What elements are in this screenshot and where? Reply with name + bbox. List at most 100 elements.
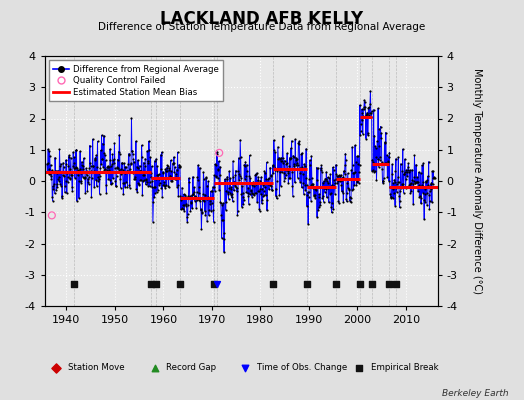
Point [233,185,241,192]
Point [401,169,409,175]
Point [162,182,170,188]
Point [105,177,114,183]
Point [396,188,405,194]
Point [427,180,435,186]
Point [222,187,230,194]
Point [66,166,74,172]
Point [337,172,345,178]
Point [201,212,210,218]
Point [296,170,304,177]
Point [309,185,318,191]
Point [381,129,390,136]
Point [236,173,244,180]
Point [204,212,213,218]
Point [53,184,62,190]
Point [101,152,109,158]
Point [273,168,281,174]
Point [429,181,437,187]
Point [332,171,341,178]
Point [79,166,88,172]
Point [169,160,178,167]
Point [338,176,346,183]
Point [364,104,373,111]
Point [230,178,238,185]
Point [213,151,221,157]
Point [168,176,176,182]
Point [283,150,291,156]
Point [260,188,268,194]
Point [198,209,206,215]
Point [277,154,285,161]
Point [74,172,82,178]
Text: Empirical Break: Empirical Break [371,364,439,372]
Point [156,166,165,172]
Point [72,146,81,153]
Point [191,194,200,201]
Point [50,190,59,197]
Point [174,164,183,170]
Point [163,168,171,174]
Point [188,205,196,212]
Point [328,200,336,206]
Point [192,205,200,211]
Point [406,167,414,173]
Text: Berkeley Earth: Berkeley Earth [442,389,508,398]
Point [204,194,212,200]
Point [239,193,248,200]
Point [209,207,217,214]
Point [172,166,181,173]
Point [220,249,228,255]
Point [74,168,83,174]
Point [319,199,328,205]
Point [56,181,64,188]
Point [97,132,106,138]
Point [413,179,421,185]
Point [67,155,75,161]
Point [312,187,321,194]
Point [271,193,280,199]
Point [147,174,155,181]
Point [150,365,159,371]
Point [183,218,191,225]
Point [82,170,90,176]
Point [332,176,340,182]
Point [187,198,195,205]
Point [285,163,293,169]
Point [321,176,330,182]
Point [157,152,165,158]
Point [56,163,64,170]
Point [306,162,314,168]
Point [180,208,189,214]
Point [189,191,198,198]
Point [307,153,315,159]
Point [222,207,230,213]
Point [247,189,256,196]
Point [416,184,424,190]
Point [135,163,144,169]
Point [170,154,178,160]
Point [334,172,342,179]
Point [425,206,434,212]
Point [199,191,207,197]
Point [225,168,234,174]
Point [339,174,347,180]
Point [84,181,93,187]
Point [272,195,281,202]
Point [316,165,325,171]
Point [177,197,185,203]
Point [401,184,410,191]
Point [360,104,368,111]
Point [80,174,89,181]
Point [294,141,303,147]
Point [238,204,246,210]
Point [353,178,361,184]
Point [79,174,87,180]
Point [377,135,385,142]
Point [343,179,352,186]
Point [290,161,299,168]
Point [73,165,82,171]
Point [140,177,148,183]
Point [381,140,389,146]
Point [92,177,100,184]
Point [197,226,205,232]
